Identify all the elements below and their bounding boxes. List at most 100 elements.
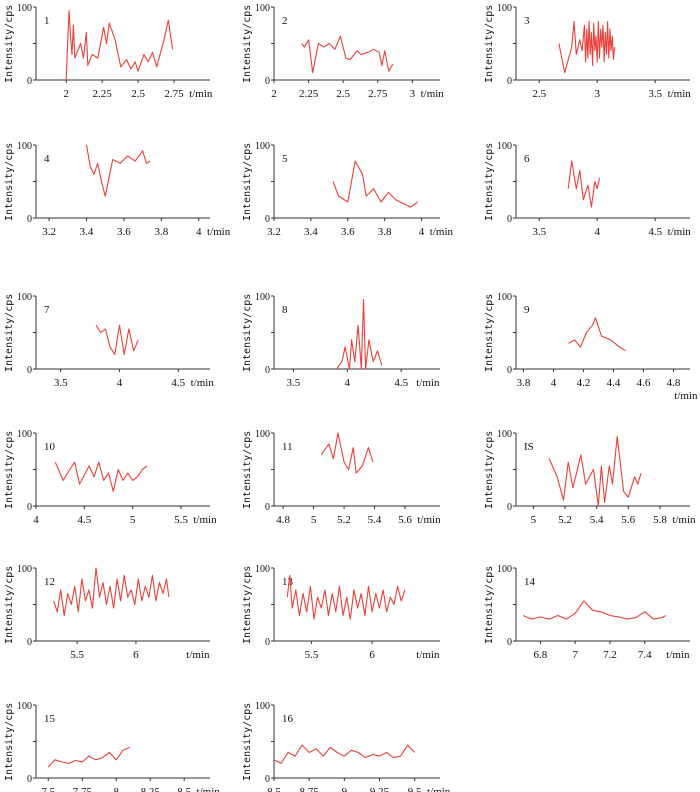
y-tick-label: 0	[265, 76, 270, 87]
x-tick-label: 3.5	[648, 88, 662, 100]
y-tick-label: 100	[497, 429, 512, 440]
x-tick-label: 5.2	[337, 514, 351, 526]
panel-label: 14	[524, 576, 536, 588]
x-tick-label: 3.6	[341, 226, 355, 238]
trace-line	[286, 574, 406, 620]
x-tick-label: 9.5	[408, 786, 422, 792]
panel-13: 0 100 5.5 6 t/min Intensity/cps 13	[242, 564, 440, 661]
x-tick-label: 3.5	[287, 377, 301, 389]
y-tick-label: 100	[255, 429, 270, 440]
panel-label: 5	[282, 153, 288, 165]
y-axis-label: Intensity/cps	[242, 143, 253, 221]
x-tick-label: 7	[572, 649, 578, 661]
x-tick-label: 4.8	[276, 514, 290, 526]
x-axis-label: t/min	[668, 88, 692, 100]
x-axis-label: t/min	[668, 226, 692, 238]
y-tick-label: 0	[27, 76, 32, 87]
y-axis-label: Intensity/cps	[242, 431, 253, 509]
y-tick-label: 0	[27, 774, 32, 785]
panel-label: 10	[44, 441, 56, 453]
panel-label: 6	[524, 153, 530, 165]
x-tick-label: 2.5	[532, 88, 546, 100]
x-axis-label: t/min	[674, 390, 698, 402]
x-axis-label: t/min	[193, 514, 217, 526]
x-tick-label: 2	[271, 88, 277, 100]
x-tick-label: 4	[345, 377, 351, 389]
x-axis-label: t/min	[672, 514, 696, 526]
x-tick-label: 3	[410, 88, 416, 100]
panel-14: 0 100 6.8 7 7.2 7.4 t/min Intensity/cps 14	[484, 564, 690, 661]
trace-line	[273, 744, 416, 764]
x-tick-label: 4.8	[667, 377, 681, 389]
x-tick-label: 4.4	[607, 377, 621, 389]
y-tick-label: 0	[27, 214, 32, 225]
x-tick-label: 5.4	[590, 514, 604, 526]
x-tick-label: 2	[63, 88, 69, 100]
panel-label: 15	[44, 713, 56, 725]
x-tick-label: 5.2	[558, 514, 572, 526]
panel-label: 1	[44, 15, 50, 27]
y-tick-label: 100	[255, 701, 270, 712]
panel-3: 0 100 2.5 3 3.5 t/min Intensity/cps 3	[484, 3, 691, 100]
y-axis-label: Intensity/cps	[484, 143, 495, 221]
y-tick-label: 100	[497, 564, 512, 575]
y-tick-label: 100	[255, 564, 270, 575]
x-tick-label: 3.6	[117, 226, 131, 238]
trace-line	[332, 160, 419, 208]
trace-line	[53, 567, 170, 617]
y-axis-label: Intensity/cps	[4, 703, 15, 781]
y-tick-label: 0	[507, 365, 512, 376]
y-axis-label: Intensity/cps	[484, 5, 495, 83]
x-axis-label: t/min	[417, 514, 441, 526]
y-axis-label: Intensity/cps	[4, 566, 15, 644]
trace-line	[65, 10, 174, 81]
panel-11: 0 100 4.8 5 5.2 5.4 5.6 t/min Intensity/cps 11	[242, 429, 441, 526]
x-tick-label: 2.75	[164, 88, 184, 100]
panel-8: 0 100 3.5 4 4.5 t/min Intensity/cps 8	[242, 292, 440, 389]
x-tick-label: 6	[369, 649, 375, 661]
y-tick-label: 100	[497, 3, 512, 14]
trace-line	[558, 21, 616, 74]
trace-line	[47, 746, 131, 768]
x-tick-label: 2.25	[93, 88, 113, 100]
x-tick-label: 4.5	[394, 377, 408, 389]
panel-label: 3	[524, 15, 530, 27]
panel-label: 12	[44, 576, 55, 588]
x-tick-label: 5	[531, 514, 537, 526]
panel-2: 0 100 2 2.25 2.5 2.75 3 t/min Intensity/cps 2	[242, 3, 444, 100]
x-tick-label: 4.5	[171, 377, 185, 389]
x-tick-label: 8.5	[177, 786, 191, 792]
x-tick-label: 3.4	[80, 226, 94, 238]
y-axis-label: Intensity/cps	[484, 566, 495, 644]
x-axis-label: t/min	[416, 649, 440, 661]
panel-6: 0 100 3.5 4 4.5 t/min Intensity/cps 6	[484, 141, 691, 238]
y-tick-label: 0	[265, 502, 270, 513]
y-tick-label: 100	[255, 3, 270, 14]
y-tick-label: 0	[507, 214, 512, 225]
x-tick-label: 7.2	[603, 649, 617, 661]
y-tick-label: 0	[265, 637, 270, 648]
x-tick-label: 3	[594, 88, 600, 100]
y-tick-label: 100	[17, 429, 32, 440]
panel-label: 16	[282, 713, 294, 725]
x-tick-label: 5	[311, 514, 317, 526]
x-tick-label: 3.4	[304, 226, 318, 238]
y-axis-label: Intensity/cps	[4, 5, 15, 83]
trace-line	[320, 432, 374, 474]
trace-line	[85, 144, 151, 197]
x-tick-label: 3.5	[532, 226, 546, 238]
x-tick-label: 4	[419, 226, 425, 238]
x-tick-label: 3.2	[267, 226, 281, 238]
x-tick-label: 9.25	[370, 786, 390, 792]
x-tick-label: 5	[130, 514, 136, 526]
x-axis-label: t/min	[666, 649, 690, 661]
x-tick-label: 5.4	[368, 514, 382, 526]
trace-line	[54, 461, 148, 492]
x-axis-label: t/min	[207, 226, 231, 238]
y-axis-label: Intensity/cps	[242, 703, 253, 781]
y-tick-label: 100	[17, 292, 32, 303]
x-tick-label: 3.2	[42, 226, 56, 238]
panel-label: IS	[524, 441, 534, 453]
trace-line	[301, 35, 394, 74]
panel-label: 9	[524, 304, 530, 316]
